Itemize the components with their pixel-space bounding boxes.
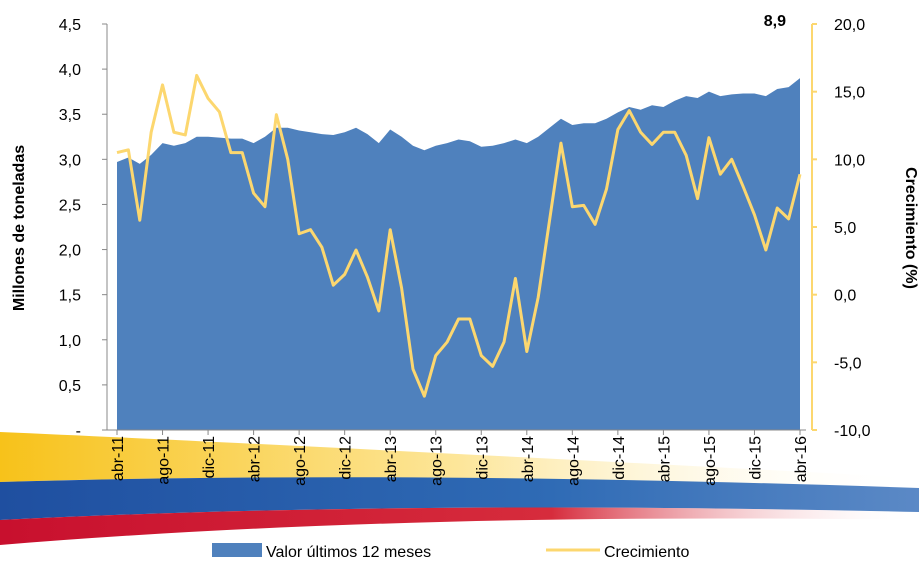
x-tick-label: dic-15	[747, 436, 764, 480]
flag-yellow	[0, 432, 919, 490]
y-tick-label: 2,5	[59, 197, 81, 214]
y-tick-label: 2,0	[59, 243, 81, 260]
x-tick-label: dic-13	[474, 436, 491, 480]
y-tick-label: 4,0	[59, 62, 81, 79]
flag-red	[0, 507, 919, 545]
legend-label: Valor últimos 12 meses	[266, 544, 431, 561]
y2-tick-label: 0,0	[834, 288, 856, 305]
x-tick-label: ago-14	[565, 436, 582, 486]
y2-tick-label: -10,0	[834, 423, 871, 440]
y-axis-title: Millones de toneladas	[11, 145, 28, 311]
y-tick-label: 1,0	[59, 333, 81, 350]
x-tick-label: abr-13	[383, 436, 400, 482]
y2-tick-label: 15,0	[834, 85, 865, 102]
x-tick-label: dic-12	[338, 436, 355, 480]
y2-tick-label: 5,0	[834, 220, 856, 237]
x-tick-label: dic-14	[611, 436, 628, 480]
x-tick-label: ago-11	[156, 436, 173, 485]
y-tick-label: 4,5	[59, 17, 81, 34]
x-tick-label: ago-15	[702, 436, 719, 486]
x-tick-label: abr-16	[793, 436, 810, 482]
y-tick-label: -	[76, 423, 81, 440]
line	[116, 73, 802, 398]
y-tick-label: 1,5	[59, 288, 81, 305]
y-tick-label: 3,5	[59, 107, 81, 124]
x-tick-label: ago-12	[292, 436, 309, 486]
x-tick-label: abr-14	[520, 436, 537, 482]
legend-swatch	[212, 543, 262, 557]
x-tick-label: abr-15	[656, 436, 673, 482]
y2-axis-title: Crecimiento (%)	[902, 167, 919, 289]
legend-label: Crecimiento	[604, 544, 689, 561]
flag-blue	[0, 477, 919, 520]
x-tick-label: dic-11	[201, 436, 218, 478]
x-tick-label: ago-13	[429, 436, 446, 486]
y-tick-label: 3,0	[59, 152, 81, 169]
area	[117, 78, 800, 430]
x-tick-label: abr-12	[247, 436, 264, 482]
y2-tick-label: 20,0	[834, 17, 865, 34]
annotation: 8,9	[764, 13, 786, 30]
x-tick-label: abr-11	[110, 436, 127, 481]
y2-tick-label: 10,0	[834, 152, 865, 169]
y2-tick-label: -5,0	[834, 355, 862, 372]
y-tick-label: 0,5	[59, 378, 81, 395]
